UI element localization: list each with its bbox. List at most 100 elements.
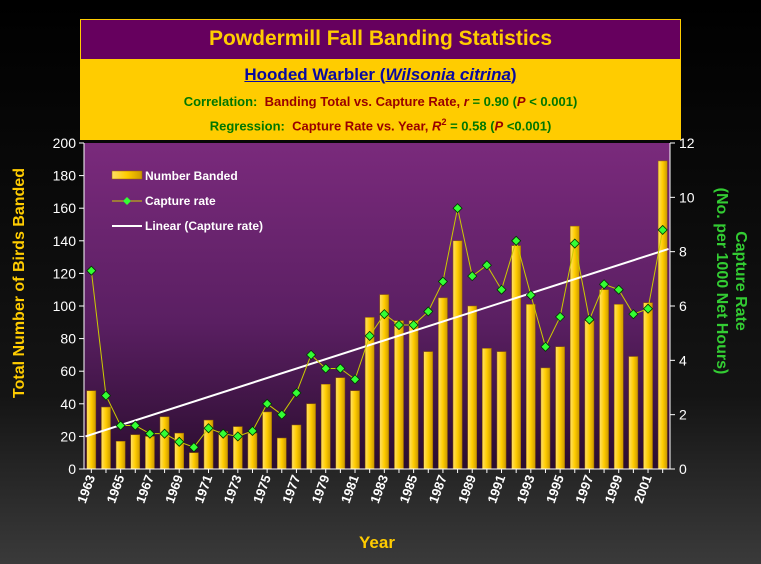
x-tick-label: 1969	[162, 473, 186, 505]
bar-1980	[335, 377, 346, 470]
y2-tick-label: 0	[679, 461, 687, 477]
bar-1988	[452, 240, 463, 470]
x-tick-label: 1985	[396, 473, 420, 505]
capture-point-1995	[555, 311, 566, 322]
capture-point-1996	[569, 238, 580, 249]
y-tick-label: 120	[53, 265, 77, 281]
capture-point-1971	[203, 423, 214, 434]
capture-point-1979	[320, 363, 331, 374]
bar-1983	[379, 294, 390, 470]
capture-point-1987	[437, 276, 448, 287]
capture-point-1990	[481, 260, 492, 271]
regression-superscript: 2	[441, 117, 447, 127]
bar-1997	[584, 320, 595, 470]
chart-title: Powdermill Fall Banding Statistics	[80, 19, 681, 60]
x-tick-label: 1999	[602, 473, 626, 505]
plot-area	[84, 143, 670, 469]
capture-point-1984	[393, 319, 405, 331]
x-tick-label: 1997	[572, 473, 596, 505]
species-latin: Wilsonia citrina	[385, 65, 511, 84]
capture-point-1983	[379, 309, 390, 320]
x-tick-label: 1963	[74, 473, 98, 505]
legend-label: Linear (Capture rate)	[145, 219, 263, 233]
bar-2002	[657, 160, 668, 470]
y-tick-label: 80	[60, 331, 76, 347]
x-tick-label: 1975	[250, 473, 274, 505]
legend-label: Number Banded	[145, 169, 238, 183]
x-tick-label: 1967	[133, 473, 157, 505]
regression-text: Capture Rate vs. Year,	[292, 118, 429, 134]
legend-capture-swatch-marker	[123, 197, 131, 205]
capture-point-1986	[423, 306, 434, 317]
y-axis-label: Total Number of Birds Banded	[11, 168, 28, 398]
bar-1991	[496, 351, 507, 470]
capture-point-1965	[115, 420, 126, 431]
regression-p-value: <0.001)	[506, 118, 552, 134]
capture-trendline	[85, 247, 669, 438]
capture-point-2002	[657, 224, 668, 235]
bar-1977	[291, 424, 302, 470]
x-tick-label: 1979	[309, 473, 333, 505]
legend-label: Capture rate	[145, 194, 216, 208]
y-tick-label: 140	[53, 233, 77, 249]
y-tick-label: 180	[53, 168, 77, 184]
capture-point-1993	[525, 290, 536, 301]
y-tick-label: 100	[53, 298, 77, 314]
x-tick-label: 1981	[338, 473, 362, 505]
capture-point-1980	[335, 363, 346, 374]
x-tick-label: 1973	[221, 473, 245, 505]
bar-1963	[86, 390, 97, 470]
bar-1984	[394, 320, 404, 470]
bar-1975	[262, 411, 272, 470]
bar-1978	[306, 403, 316, 470]
bar-1992	[511, 245, 521, 470]
capture-point-1999	[613, 284, 624, 295]
correlation-p-value: < 0.001)	[529, 94, 578, 109]
y2-tick-label: 2	[679, 407, 687, 423]
bar-1979	[320, 383, 331, 470]
capture-point-2000	[628, 309, 639, 320]
y2-tick-label: 8	[679, 244, 687, 260]
capture-point-1963	[86, 265, 97, 276]
capture-point-1991	[496, 284, 507, 295]
bar-1967	[145, 436, 155, 470]
y-tick-label: 160	[53, 200, 77, 216]
capture-point-1970	[188, 442, 199, 453]
capture-point-1964	[100, 390, 112, 401]
capture-point-1968	[159, 428, 170, 439]
bar-1981	[350, 390, 360, 470]
bar-1985	[408, 320, 419, 470]
x-tick-label: 1971	[191, 473, 215, 505]
capture-point-1976	[276, 409, 287, 420]
bar-1995	[555, 346, 565, 470]
bar-1994	[540, 367, 551, 470]
bar-1968	[159, 416, 170, 470]
capture-point-1985	[408, 319, 419, 331]
regression-label: Regression:	[209, 118, 285, 134]
capture-point-1975	[262, 398, 273, 409]
capture-point-1978	[306, 349, 317, 360]
species-common: Hooded Warbler (	[244, 65, 386, 84]
y-tick-label: 0	[68, 461, 76, 477]
correlation-line: Correlation: Banding Total vs. Capture R…	[81, 94, 680, 109]
regression-line: Regression: Capture Rate vs. Year, R2 = …	[81, 117, 680, 133]
capture-rate-line	[90, 208, 664, 448]
species-close: )	[510, 65, 517, 84]
x-tick-label: 2001	[631, 473, 655, 505]
x-tick-label: 1993	[514, 473, 538, 505]
bar-1966	[130, 434, 141, 470]
bar-2001	[643, 302, 653, 470]
y2-tick-label: 4	[679, 352, 687, 368]
capture-point-1981	[349, 374, 361, 385]
y2-tick-label: 6	[679, 298, 687, 314]
capture-point-1973	[232, 431, 243, 442]
y2-axis-label-line1: Capture Rate	[732, 231, 749, 331]
subtitle-box: Hooded Warbler (Wilsonia citrina) Correl…	[80, 59, 681, 140]
y2-axis-label-line2: (No. per 1000 Net Hours)	[713, 188, 730, 375]
x-tick-label: 1965	[103, 473, 127, 505]
x-tick-label: 1977	[279, 473, 303, 505]
x-tick-label: 1995	[543, 473, 567, 505]
x-tick-label: 1991	[484, 473, 508, 505]
legend-bar-swatch	[111, 170, 143, 180]
